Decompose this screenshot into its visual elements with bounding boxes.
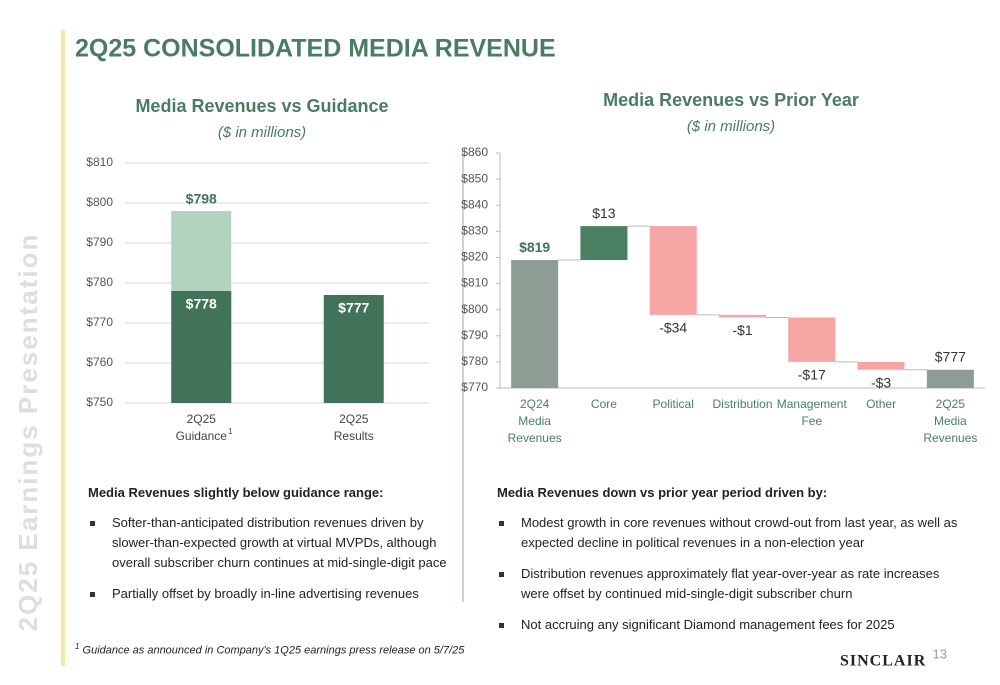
- text-heading: Media Revenues slightly below guidance r…: [88, 485, 384, 500]
- value-label: $777: [338, 300, 369, 316]
- bullet-text: Distribution revenues approximately flat…: [521, 566, 940, 601]
- x-tick-label: 2Q25: [936, 397, 966, 411]
- value-label: $778: [186, 296, 217, 312]
- bar: [323, 295, 384, 403]
- bar: [649, 226, 697, 315]
- y-tick-label: $800: [86, 195, 113, 209]
- y-tick-label: $790: [86, 235, 113, 249]
- value-label: -$17: [798, 367, 826, 383]
- x-tick-label: Political: [653, 397, 694, 411]
- bar: [857, 361, 905, 370]
- x-tick-mark-note: 1: [228, 427, 233, 436]
- y-tick-label: $850: [461, 171, 488, 185]
- value-label: $777: [935, 348, 966, 364]
- logo: SINCLAIR: [840, 653, 926, 670]
- x-tick-label: Media: [934, 414, 967, 428]
- chart-subtitle: ($ in millions): [218, 124, 306, 141]
- y-tick-label: $840: [461, 197, 488, 211]
- footnote-mark: 1: [75, 642, 80, 651]
- bullet-text: Not accruing any significant Diamond man…: [521, 617, 895, 632]
- bullet: Softer-than-anticipated distribution rev…: [88, 513, 463, 573]
- x-tick-label: Guidance: [176, 429, 228, 443]
- y-tick-label: $830: [461, 224, 488, 238]
- sidebar-label: 2Q25 Earnings Presentation: [13, 233, 43, 632]
- bullet: Distribution revenues approximately flat…: [497, 564, 967, 604]
- right-text: Media Revenues down vs prior year period…: [497, 483, 967, 646]
- y-tick-label: $810: [86, 155, 113, 169]
- bar: [719, 314, 766, 318]
- y-tick-label: $770: [86, 315, 113, 329]
- y-tick-label: $810: [461, 276, 488, 290]
- y-tick-label: $780: [86, 275, 113, 289]
- y-tick-label: $860: [461, 145, 488, 159]
- page-number: 13: [933, 646, 947, 661]
- value-label: -$1: [732, 322, 752, 338]
- bullet-marker: [499, 521, 504, 526]
- y-tick-label: $820: [461, 250, 488, 264]
- x-tick-label: Fee: [801, 414, 822, 428]
- y-tick-label: $760: [86, 355, 113, 369]
- bar: [511, 260, 559, 388]
- slide-title: 2Q25 CONSOLIDATED MEDIA REVENUE: [75, 35, 556, 63]
- chart-title: Media Revenues vs Prior Year: [603, 90, 859, 110]
- bar: [926, 369, 974, 388]
- y-tick-label: $770: [461, 380, 488, 394]
- x-tick-label: Revenues: [508, 431, 562, 445]
- bullet-text: Modest growth in core revenues without c…: [521, 515, 958, 550]
- bullet-marker: [499, 572, 504, 577]
- footnote: 1 Guidance as announced in Company's 1Q2…: [75, 642, 464, 657]
- y-tick-label: $790: [461, 328, 488, 342]
- value-label: $798: [186, 191, 217, 207]
- left-text: Media Revenues slightly below guidance r…: [88, 483, 463, 615]
- bullet: Modest growth in core revenues without c…: [497, 513, 967, 553]
- value-label: -$34: [659, 320, 687, 336]
- x-tick-label: 2Q24: [520, 397, 550, 411]
- x-tick-label: Core: [591, 397, 617, 411]
- bar: [788, 317, 836, 362]
- bullet: Partially offset by broadly in-line adve…: [88, 584, 463, 604]
- bullet-marker: [499, 623, 504, 628]
- chart-subtitle: ($ in millions): [687, 118, 775, 135]
- bullet-marker: [90, 592, 95, 597]
- chart-title: Media Revenues vs Guidance: [135, 96, 388, 116]
- x-tick-label: 2Q25: [339, 412, 369, 426]
- bullet-marker: [90, 521, 95, 526]
- value-label: $819: [519, 239, 550, 255]
- text-heading: Media Revenues down vs prior year period…: [497, 485, 828, 500]
- bar: [171, 291, 232, 403]
- x-tick-label: Distribution: [712, 397, 772, 411]
- bar: [580, 226, 628, 261]
- x-tick-label: Media: [518, 414, 551, 428]
- value-label: -$3: [871, 374, 891, 390]
- x-tick-label: Other: [866, 397, 896, 411]
- x-tick-label: Results: [334, 429, 374, 443]
- x-tick-label: Revenues: [923, 431, 977, 445]
- footnote-text: Guidance as announced in Company's 1Q25 …: [82, 644, 465, 657]
- x-tick-label: Management: [777, 397, 848, 411]
- x-tick-label: 2Q25: [187, 412, 217, 426]
- bullet: Not accruing any significant Diamond man…: [497, 615, 967, 635]
- bullet-text: Softer-than-anticipated distribution rev…: [112, 515, 447, 570]
- bullet-text: Partially offset by broadly in-line adve…: [112, 586, 419, 601]
- value-label: $13: [592, 205, 616, 221]
- y-tick-label: $750: [86, 395, 113, 409]
- y-tick-label: $800: [461, 302, 488, 316]
- accent-bar: [61, 30, 65, 666]
- y-tick-label: $780: [461, 354, 488, 368]
